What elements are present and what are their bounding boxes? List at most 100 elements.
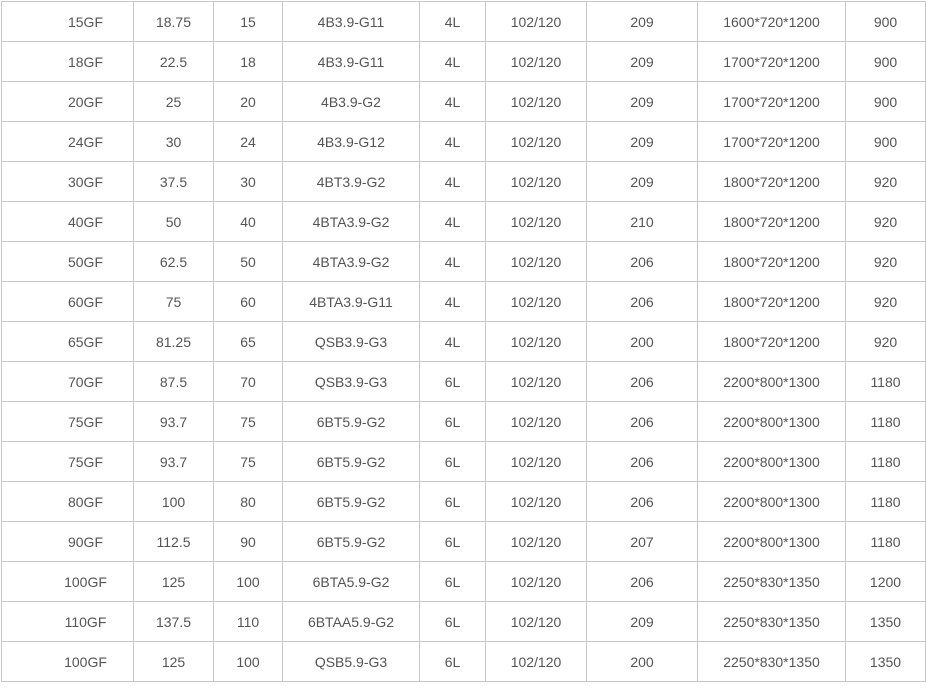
cell-bore-stroke: 102/120	[485, 481, 587, 522]
cell-cylinders: 6L	[419, 441, 486, 482]
cell-fuel-consumption: 209	[586, 161, 698, 202]
cell-fuel-consumption: 207	[586, 521, 698, 562]
table-row: 60GF 75 60 4BTA3.9-G11 4L 102/120 206 1800*720*…	[1, 281, 926, 322]
generator-spec-table: 15GF 18.75 15 4B3.9-G11 4L 102/120 209 1600*720…	[1, 1, 926, 682]
cell-fuel-consumption: 209	[586, 601, 698, 642]
cell-fuel-consumption: 206	[586, 561, 698, 602]
cell-power-standby: 100	[213, 561, 283, 602]
cell-cylinders: 4L	[419, 81, 486, 122]
cell-engine-model: 4BTA3.9-G11	[282, 281, 420, 322]
cell-dimensions: 1800*720*1200	[697, 161, 846, 202]
cell-dimensions: 1600*720*1200	[697, 1, 846, 42]
cell-cylinders: 4L	[419, 1, 486, 42]
table-row: 18GF 22.5 18 4B3.9-G11 4L 102/120 209 1700*720*…	[1, 41, 926, 82]
table-row: 70GF 87.5 70 QSB3.9-G3 6L 102/120 206 2200*800*…	[1, 361, 926, 402]
cell-bore-stroke: 102/120	[485, 561, 587, 602]
table-row: 90GF 112.5 90 6BT5.9-G2 6L 102/120 207 2200*800…	[1, 521, 926, 562]
cell-cylinders: 6L	[419, 521, 486, 562]
cell-dimensions: 1700*720*1200	[697, 41, 846, 82]
cell-weight: 1180	[845, 401, 926, 442]
cell-cylinders: 6L	[419, 561, 486, 602]
cell-model: 20GF	[1, 81, 134, 122]
cell-power-standby: 30	[213, 161, 283, 202]
cell-model: 60GF	[1, 281, 134, 322]
cell-model: 40GF	[1, 201, 134, 242]
cell-model: 30GF	[1, 161, 134, 202]
cell-power-prime: 18.75	[133, 1, 214, 42]
cell-power-prime: 125	[133, 641, 214, 682]
cell-fuel-consumption: 209	[586, 121, 698, 162]
cell-dimensions: 2250*830*1350	[697, 561, 846, 602]
cell-bore-stroke: 102/120	[485, 361, 587, 402]
cell-power-prime: 37.5	[133, 161, 214, 202]
cell-fuel-consumption: 209	[586, 41, 698, 82]
cell-cylinders: 6L	[419, 361, 486, 402]
cell-power-standby: 70	[213, 361, 283, 402]
cell-power-standby: 18	[213, 41, 283, 82]
cell-cylinders: 4L	[419, 281, 486, 322]
table-row: 50GF 62.5 50 4BTA3.9-G2 4L 102/120 206 1800*720…	[1, 241, 926, 282]
cell-model: 75GF	[1, 441, 134, 482]
cell-power-prime: 93.7	[133, 401, 214, 442]
cell-fuel-consumption: 206	[586, 441, 698, 482]
cell-power-prime: 25	[133, 81, 214, 122]
cell-dimensions: 2200*800*1300	[697, 361, 846, 402]
cell-power-prime: 87.5	[133, 361, 214, 402]
cell-power-standby: 100	[213, 641, 283, 682]
cell-engine-model: 4B3.9-G11	[282, 1, 420, 42]
table-row: 40GF 50 40 4BTA3.9-G2 4L 102/120 210 1800*720*1…	[1, 201, 926, 242]
table-row: 15GF 18.75 15 4B3.9-G11 4L 102/120 209 1600*720…	[1, 1, 926, 42]
cell-power-prime: 81.25	[133, 321, 214, 362]
cell-cylinders: 4L	[419, 121, 486, 162]
cell-fuel-consumption: 206	[586, 481, 698, 522]
table-row: 24GF 30 24 4B3.9-G12 4L 102/120 209 1700*720*12…	[1, 121, 926, 162]
cell-model: 50GF	[1, 241, 134, 282]
cell-cylinders: 4L	[419, 201, 486, 242]
cell-weight: 1180	[845, 361, 926, 402]
cell-weight: 920	[845, 201, 926, 242]
cell-weight: 1180	[845, 441, 926, 482]
cell-weight: 900	[845, 1, 926, 42]
cell-fuel-consumption: 200	[586, 321, 698, 362]
cell-power-prime: 100	[133, 481, 214, 522]
cell-engine-model: 4B3.9-G2	[282, 81, 420, 122]
cell-bore-stroke: 102/120	[485, 521, 587, 562]
cell-cylinders: 4L	[419, 161, 486, 202]
cell-power-prime: 62.5	[133, 241, 214, 282]
cell-weight: 920	[845, 281, 926, 322]
cell-bore-stroke: 102/120	[485, 161, 587, 202]
cell-model: 100GF	[1, 561, 134, 602]
cell-engine-model: 6BT5.9-G2	[282, 481, 420, 522]
cell-weight: 900	[845, 41, 926, 82]
table-row: 65GF 81.25 65 QSB3.9-G3 4L 102/120 200 1800*720…	[1, 321, 926, 362]
table-row: 20GF 25 20 4B3.9-G2 4L 102/120 209 1700*720*120…	[1, 81, 926, 122]
cell-engine-model: 6BTA5.9-G2	[282, 561, 420, 602]
cell-model: 100GF	[1, 641, 134, 682]
cell-bore-stroke: 102/120	[485, 601, 587, 642]
cell-bore-stroke: 102/120	[485, 41, 587, 82]
cell-bore-stroke: 102/120	[485, 121, 587, 162]
cell-dimensions: 2200*800*1300	[697, 521, 846, 562]
cell-power-standby: 80	[213, 481, 283, 522]
cell-dimensions: 1800*720*1200	[697, 321, 846, 362]
cell-engine-model: 4B3.9-G11	[282, 41, 420, 82]
cell-power-prime: 125	[133, 561, 214, 602]
table-body: 15GF 18.75 15 4B3.9-G11 4L 102/120 209 1600*720…	[1, 1, 926, 682]
cell-dimensions: 2250*830*1350	[697, 641, 846, 682]
cell-power-prime: 22.5	[133, 41, 214, 82]
cell-engine-model: QSB3.9-G3	[282, 361, 420, 402]
cell-cylinders: 6L	[419, 481, 486, 522]
cell-engine-model: 6BTAA5.9-G2	[282, 601, 420, 642]
cell-power-standby: 15	[213, 1, 283, 42]
cell-bore-stroke: 102/120	[485, 401, 587, 442]
cell-power-standby: 20	[213, 81, 283, 122]
cell-bore-stroke: 102/120	[485, 81, 587, 122]
cell-model: 75GF	[1, 401, 134, 442]
cell-model: 15GF	[1, 1, 134, 42]
cell-weight: 900	[845, 121, 926, 162]
cell-cylinders: 4L	[419, 41, 486, 82]
cell-engine-model: 4BTA3.9-G2	[282, 241, 420, 282]
cell-bore-stroke: 102/120	[485, 241, 587, 282]
cell-weight: 1180	[845, 481, 926, 522]
cell-power-standby: 110	[213, 601, 283, 642]
